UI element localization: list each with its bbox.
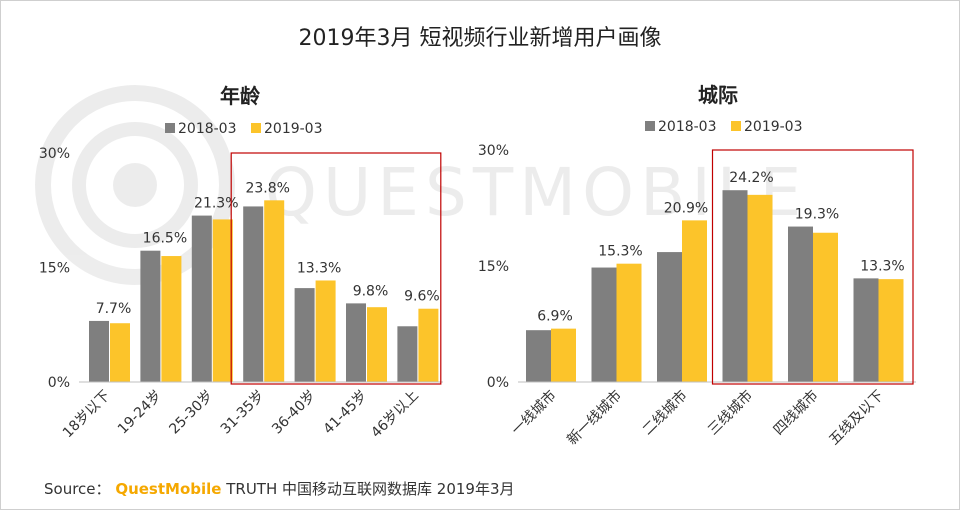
- bar: [878, 279, 904, 382]
- bar: [161, 256, 182, 382]
- x-tick-label: 41-45岁: [321, 388, 371, 438]
- highlight-box: [230, 152, 442, 385]
- x-tick-label: 二线城市: [639, 387, 691, 439]
- source-label: Source：: [44, 480, 111, 498]
- bar: [813, 232, 838, 382]
- x-tick-label: 三线城市: [704, 387, 756, 439]
- data-label: 13.3%: [297, 260, 341, 276]
- bar: [788, 226, 813, 382]
- y-tick-label: 0%: [487, 375, 509, 391]
- bar: [294, 288, 315, 382]
- watermark-logo: [35, 85, 235, 285]
- legend-label: 2018-03: [178, 121, 237, 137]
- y-tick-label: 30%: [478, 143, 509, 159]
- data-label: 19.3%: [795, 207, 839, 223]
- legend-label: 2019-03: [264, 121, 323, 137]
- bar: [191, 215, 212, 382]
- data-label: 23.8%: [245, 180, 289, 196]
- bar: [747, 194, 773, 382]
- data-label: 13.3%: [860, 258, 904, 274]
- data-label: 15.3%: [598, 244, 642, 260]
- bar: [264, 200, 285, 382]
- bar: [367, 307, 387, 382]
- x-tick-label: 46岁以上: [368, 388, 422, 442]
- bar: [591, 267, 617, 382]
- legend-swatch: [165, 123, 175, 133]
- bar: [657, 252, 682, 382]
- source-text: TRUTH 中国移动互联网数据库 2019年3月: [226, 480, 515, 498]
- x-tick-label: 31-35岁: [218, 388, 268, 438]
- x-tick-label: 19-24岁: [115, 388, 165, 438]
- y-tick-label: 30%: [39, 146, 70, 162]
- highlight-box: [711, 149, 914, 385]
- x-tick-label: 25-30岁: [166, 388, 216, 438]
- bar: [110, 323, 130, 382]
- source-note: Source： QuestMobile TRUTH 中国移动互联网数据库 201…: [44, 478, 515, 499]
- y-tick-label: 15%: [39, 261, 70, 277]
- data-label: 16.5%: [143, 231, 187, 247]
- data-label: 7.7%: [96, 301, 132, 317]
- bar: [853, 278, 879, 382]
- legend-swatch: [251, 123, 261, 133]
- bar: [616, 263, 642, 382]
- bar: [315, 280, 336, 382]
- bar: [243, 206, 264, 382]
- bar: [722, 190, 748, 382]
- data-label: 21.3%: [194, 196, 238, 212]
- data-label: 9.6%: [404, 289, 440, 305]
- bar: [418, 308, 439, 382]
- chart-title: 年龄: [220, 84, 261, 108]
- bar: [682, 220, 707, 382]
- y-tick-label: 0%: [48, 375, 70, 391]
- bar: [212, 219, 233, 382]
- bar: [526, 330, 551, 382]
- data-label: 6.9%: [537, 309, 573, 325]
- legend-swatch: [645, 121, 655, 131]
- x-tick-label: 36-40岁: [269, 388, 319, 438]
- page-title: 2019年3月 短视频行业新增用户画像: [298, 26, 662, 51]
- chart-title: 城际: [698, 83, 738, 107]
- bar: [89, 320, 109, 382]
- x-tick-label: 五线及以下: [826, 388, 887, 449]
- data-label: 24.2%: [729, 170, 773, 186]
- data-label: 9.8%: [353, 283, 389, 299]
- y-tick-label: 15%: [478, 259, 509, 275]
- legend-label: 2019-03: [744, 119, 803, 135]
- bar: [397, 326, 418, 382]
- x-tick-label: 一线城市: [508, 387, 560, 439]
- data-label: 20.9%: [664, 200, 708, 216]
- x-tick-label: 18岁以下: [60, 388, 114, 442]
- source-brand: QuestMobile: [115, 480, 222, 498]
- legend-swatch: [731, 121, 741, 131]
- bar: [551, 328, 576, 382]
- bar: [346, 303, 366, 382]
- chart-city: 城际 2018-03 2019-03 0% 15% 30% 6.9% 一线城市 15.3% 新一线…: [478, 83, 916, 448]
- x-tick-label: 四线城市: [770, 387, 822, 439]
- legend-label: 2018-03: [658, 119, 717, 135]
- x-tick-label: 新一线城市: [564, 387, 626, 449]
- bar: [140, 250, 161, 382]
